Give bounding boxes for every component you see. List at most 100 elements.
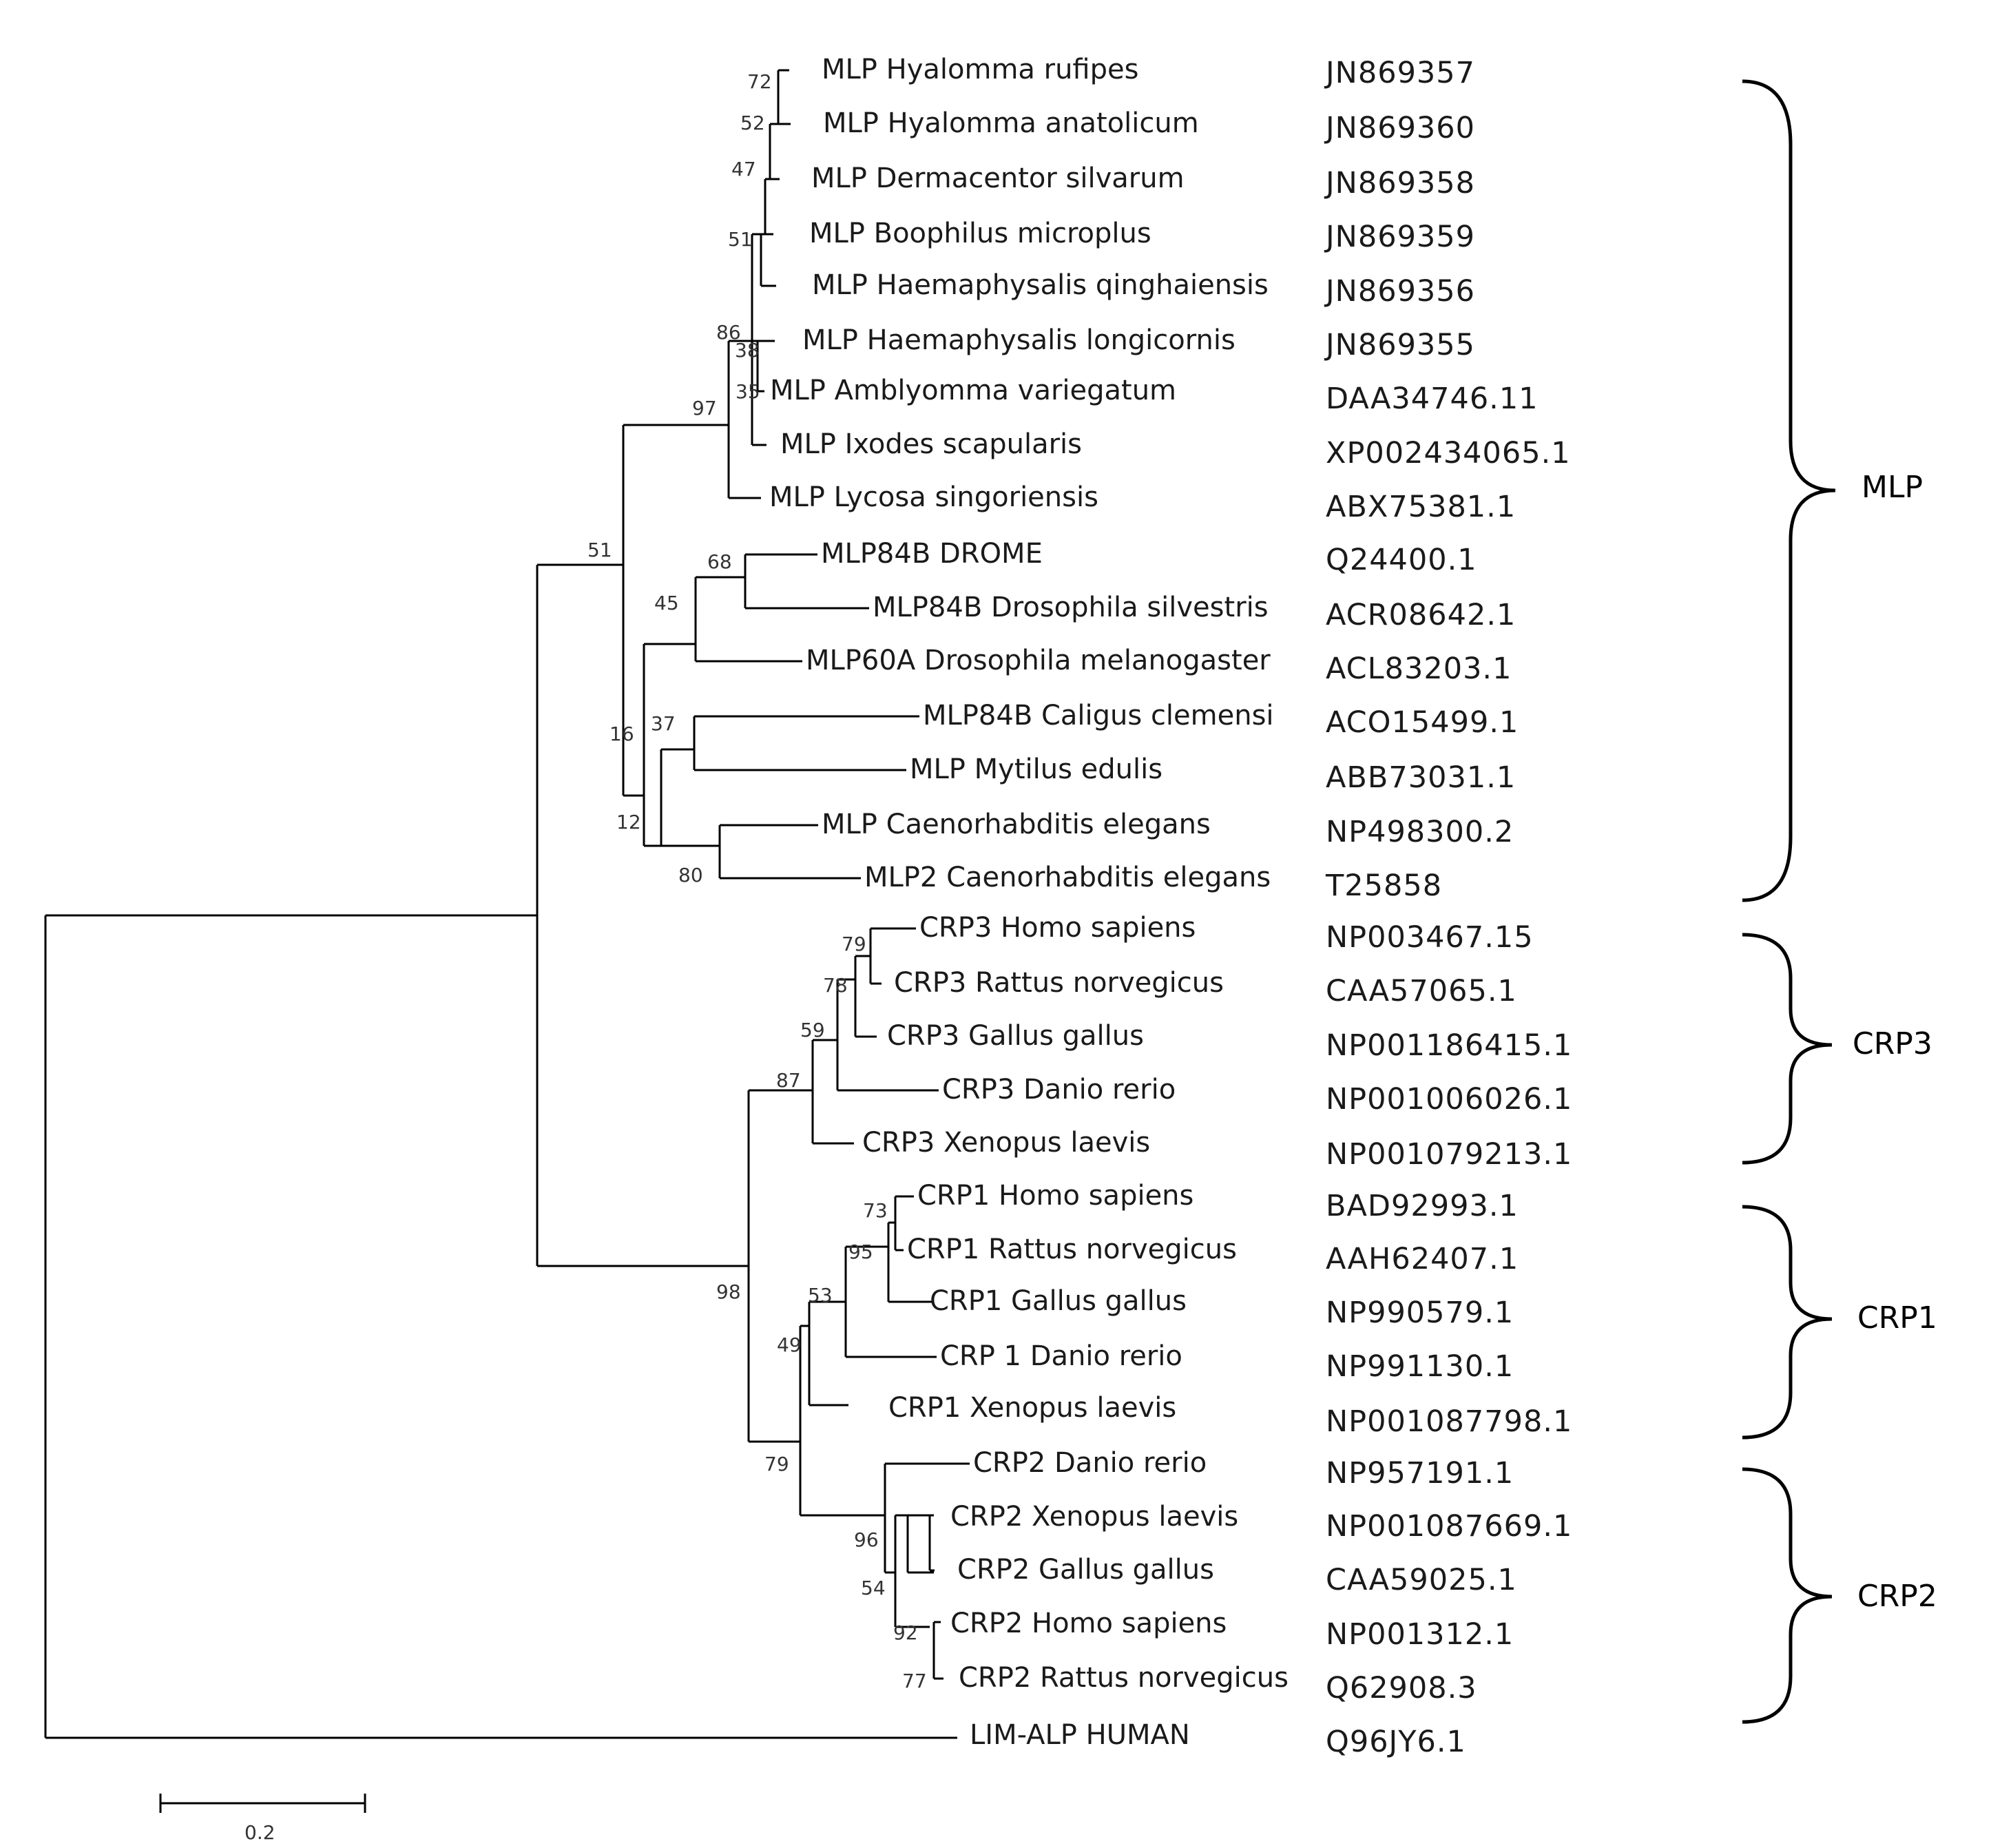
- open-circle-icon: [775, 331, 795, 351]
- bootstrap-value: 51: [728, 228, 753, 251]
- bootstrap-value: 12: [616, 811, 641, 833]
- clade-brace-crp2: [1742, 1467, 1833, 1724]
- accession-label: Q62908.3: [1326, 1671, 1477, 1705]
- accession-label: ACR08642.1: [1326, 598, 1516, 632]
- accession-label: Q24400.1: [1326, 543, 1477, 577]
- accession-label: JN869360: [1324, 111, 1475, 145]
- clade-braces: [1742, 79, 1836, 1724]
- accession-label: AAH62407.1: [1326, 1242, 1519, 1276]
- taxon-label: CRP3 Rattus norvegicus: [894, 967, 1224, 999]
- open-circle-icon: [784, 276, 805, 296]
- bootstrap-value: 95: [848, 1240, 873, 1263]
- tick-species-markers: [775, 60, 816, 351]
- accession-label: NP498300.2: [1326, 815, 1514, 849]
- taxon-labels: MLP Hyalomma rufipes MLP Hyalomma anatol…: [769, 54, 1289, 1751]
- bootstrap-value: 78: [823, 974, 848, 997]
- accession-label: JN869356: [1324, 274, 1475, 309]
- taxon-label: CRP3 Danio rerio: [942, 1074, 1176, 1105]
- bootstrap-value: 79: [842, 933, 866, 955]
- bootstrap-value: 52: [740, 112, 765, 134]
- bootstrap-value: 53: [808, 1284, 833, 1307]
- taxon-label: MLP Caenorhabditis elegans: [822, 809, 1211, 840]
- bootstrap-value: 49: [777, 1333, 802, 1356]
- accession-label: XP002434065.1: [1326, 436, 1571, 470]
- clade-label: MLP: [1862, 470, 1923, 505]
- taxon-label: MLP Lycosa singoriensis: [769, 481, 1098, 513]
- bootstrap-value: 45: [654, 592, 679, 614]
- clade-brace-mlp: [1742, 79, 1836, 902]
- bootstrap-value: 47: [731, 158, 756, 180]
- scale-bar-label: 0.2: [244, 1821, 275, 1844]
- accession-label: ACO15499.1: [1326, 705, 1519, 740]
- taxon-label: MLP Dermacentor silvarum: [811, 163, 1185, 194]
- taxon-label: MLP2 Caenorhabditis elegans: [864, 862, 1271, 893]
- taxon-label: CRP3 Homo sapiens: [919, 912, 1196, 944]
- open-circle-icon: [795, 114, 816, 134]
- bootstrap-value: 16: [609, 723, 634, 745]
- accession-label: JN869358: [1324, 166, 1475, 200]
- accession-label: ABB73031.1: [1326, 760, 1516, 795]
- taxon-label: CRP2 Gallus gallus: [957, 1554, 1214, 1586]
- bootstrap-value: 80: [678, 864, 703, 886]
- accession-label: NP001312.1: [1326, 1617, 1514, 1652]
- accession-label: JN869355: [1324, 328, 1475, 362]
- accession-label: NP991130.1: [1326, 1349, 1514, 1384]
- taxon-label: CRP3 Xenopus laevis: [862, 1127, 1150, 1159]
- taxon-label: CRP1 Rattus norvegicus: [907, 1234, 1237, 1265]
- clade-labels: MLP CRP3 CRP1 CRP2: [1853, 470, 1937, 1614]
- accession-label: NP990579.1: [1326, 1296, 1514, 1330]
- bootstrap-value: 87: [776, 1069, 801, 1092]
- bootstrap-value: 59: [800, 1019, 825, 1041]
- open-circle-icon: [794, 60, 815, 81]
- accession-label: DAA34746.11: [1326, 382, 1539, 416]
- taxon-label: MLP84B Caligus clemensi: [923, 700, 1274, 731]
- bootstrap-value: 37: [651, 712, 676, 735]
- taxon-label: MLP84B DROME: [821, 538, 1043, 570]
- bootstrap-value: 96: [854, 1528, 879, 1551]
- clade-brace-crp1: [1742, 1205, 1833, 1440]
- taxon-label: CRP2 Homo sapiens: [950, 1608, 1227, 1639]
- taxon-label: CRP1 Homo sapiens: [917, 1180, 1193, 1212]
- clade-label: CRP3: [1853, 1026, 1932, 1061]
- accession-label: CAA57065.1: [1326, 974, 1517, 1008]
- clade-label: CRP1: [1857, 1300, 1937, 1336]
- bootstrap-value: 72: [747, 70, 772, 93]
- taxon-label: MLP Boophilus microplus: [809, 218, 1151, 249]
- taxon-label: CRP 1 Danio rerio: [940, 1340, 1182, 1372]
- accession-label: NP957191.1: [1326, 1456, 1514, 1491]
- accession-label: BAD92993.1: [1326, 1189, 1519, 1223]
- bootstrap-value: 77: [902, 1670, 927, 1692]
- bootstrap-value: 86: [716, 321, 741, 344]
- taxon-label: CRP2 Danio rerio: [973, 1447, 1207, 1479]
- taxon-label: MLP Mytilus edulis: [910, 754, 1162, 785]
- bootstrap-value: 73: [863, 1199, 888, 1222]
- taxon-label: CRP1 Xenopus laevis: [888, 1392, 1176, 1424]
- bootstrap-value: 97: [692, 397, 717, 419]
- open-circle-icon: [784, 169, 804, 189]
- taxon-label: CRP1 Gallus gallus: [930, 1285, 1187, 1317]
- accession-label: NP001186415.1: [1326, 1028, 1572, 1063]
- bootstrap-value: 92: [893, 1621, 918, 1644]
- accession-label: NP003467.15: [1326, 920, 1534, 955]
- taxon-label: MLP Ixodes scapularis: [780, 428, 1082, 460]
- accession-label: NP001006026.1: [1326, 1082, 1572, 1117]
- taxon-label: CRP3 Gallus gallus: [887, 1020, 1144, 1052]
- taxon-label: MLP84B Drosophila silvestris: [873, 592, 1269, 623]
- accession-labels: JN869357 JN869360 JN869358 JN869359 JN86…: [1324, 56, 1572, 1759]
- taxon-label: MLP Amblyomma variegatum: [770, 375, 1176, 406]
- accession-label: ACL83203.1: [1326, 652, 1512, 686]
- accession-label: CAA59025.1: [1326, 1563, 1517, 1597]
- bootstrap-value: 68: [707, 550, 732, 573]
- bootstrap-value: 38: [735, 339, 760, 362]
- taxon-label: MLP60A Drosophila melanogaster: [806, 645, 1271, 676]
- clade-label: CRP2: [1857, 1579, 1937, 1614]
- bootstrap-value: 79: [764, 1453, 789, 1475]
- taxon-label: CRP2 Xenopus laevis: [950, 1501, 1238, 1533]
- accession-label: T25858: [1325, 869, 1442, 903]
- taxon-label: LIM-ALP HUMAN: [970, 1719, 1190, 1751]
- accession-label: JN869359: [1324, 220, 1475, 254]
- tree-branches: [44, 69, 970, 1739]
- bootstrap-value: 35: [736, 380, 760, 403]
- taxon-label: CRP2 Rattus norvegicus: [959, 1662, 1289, 1694]
